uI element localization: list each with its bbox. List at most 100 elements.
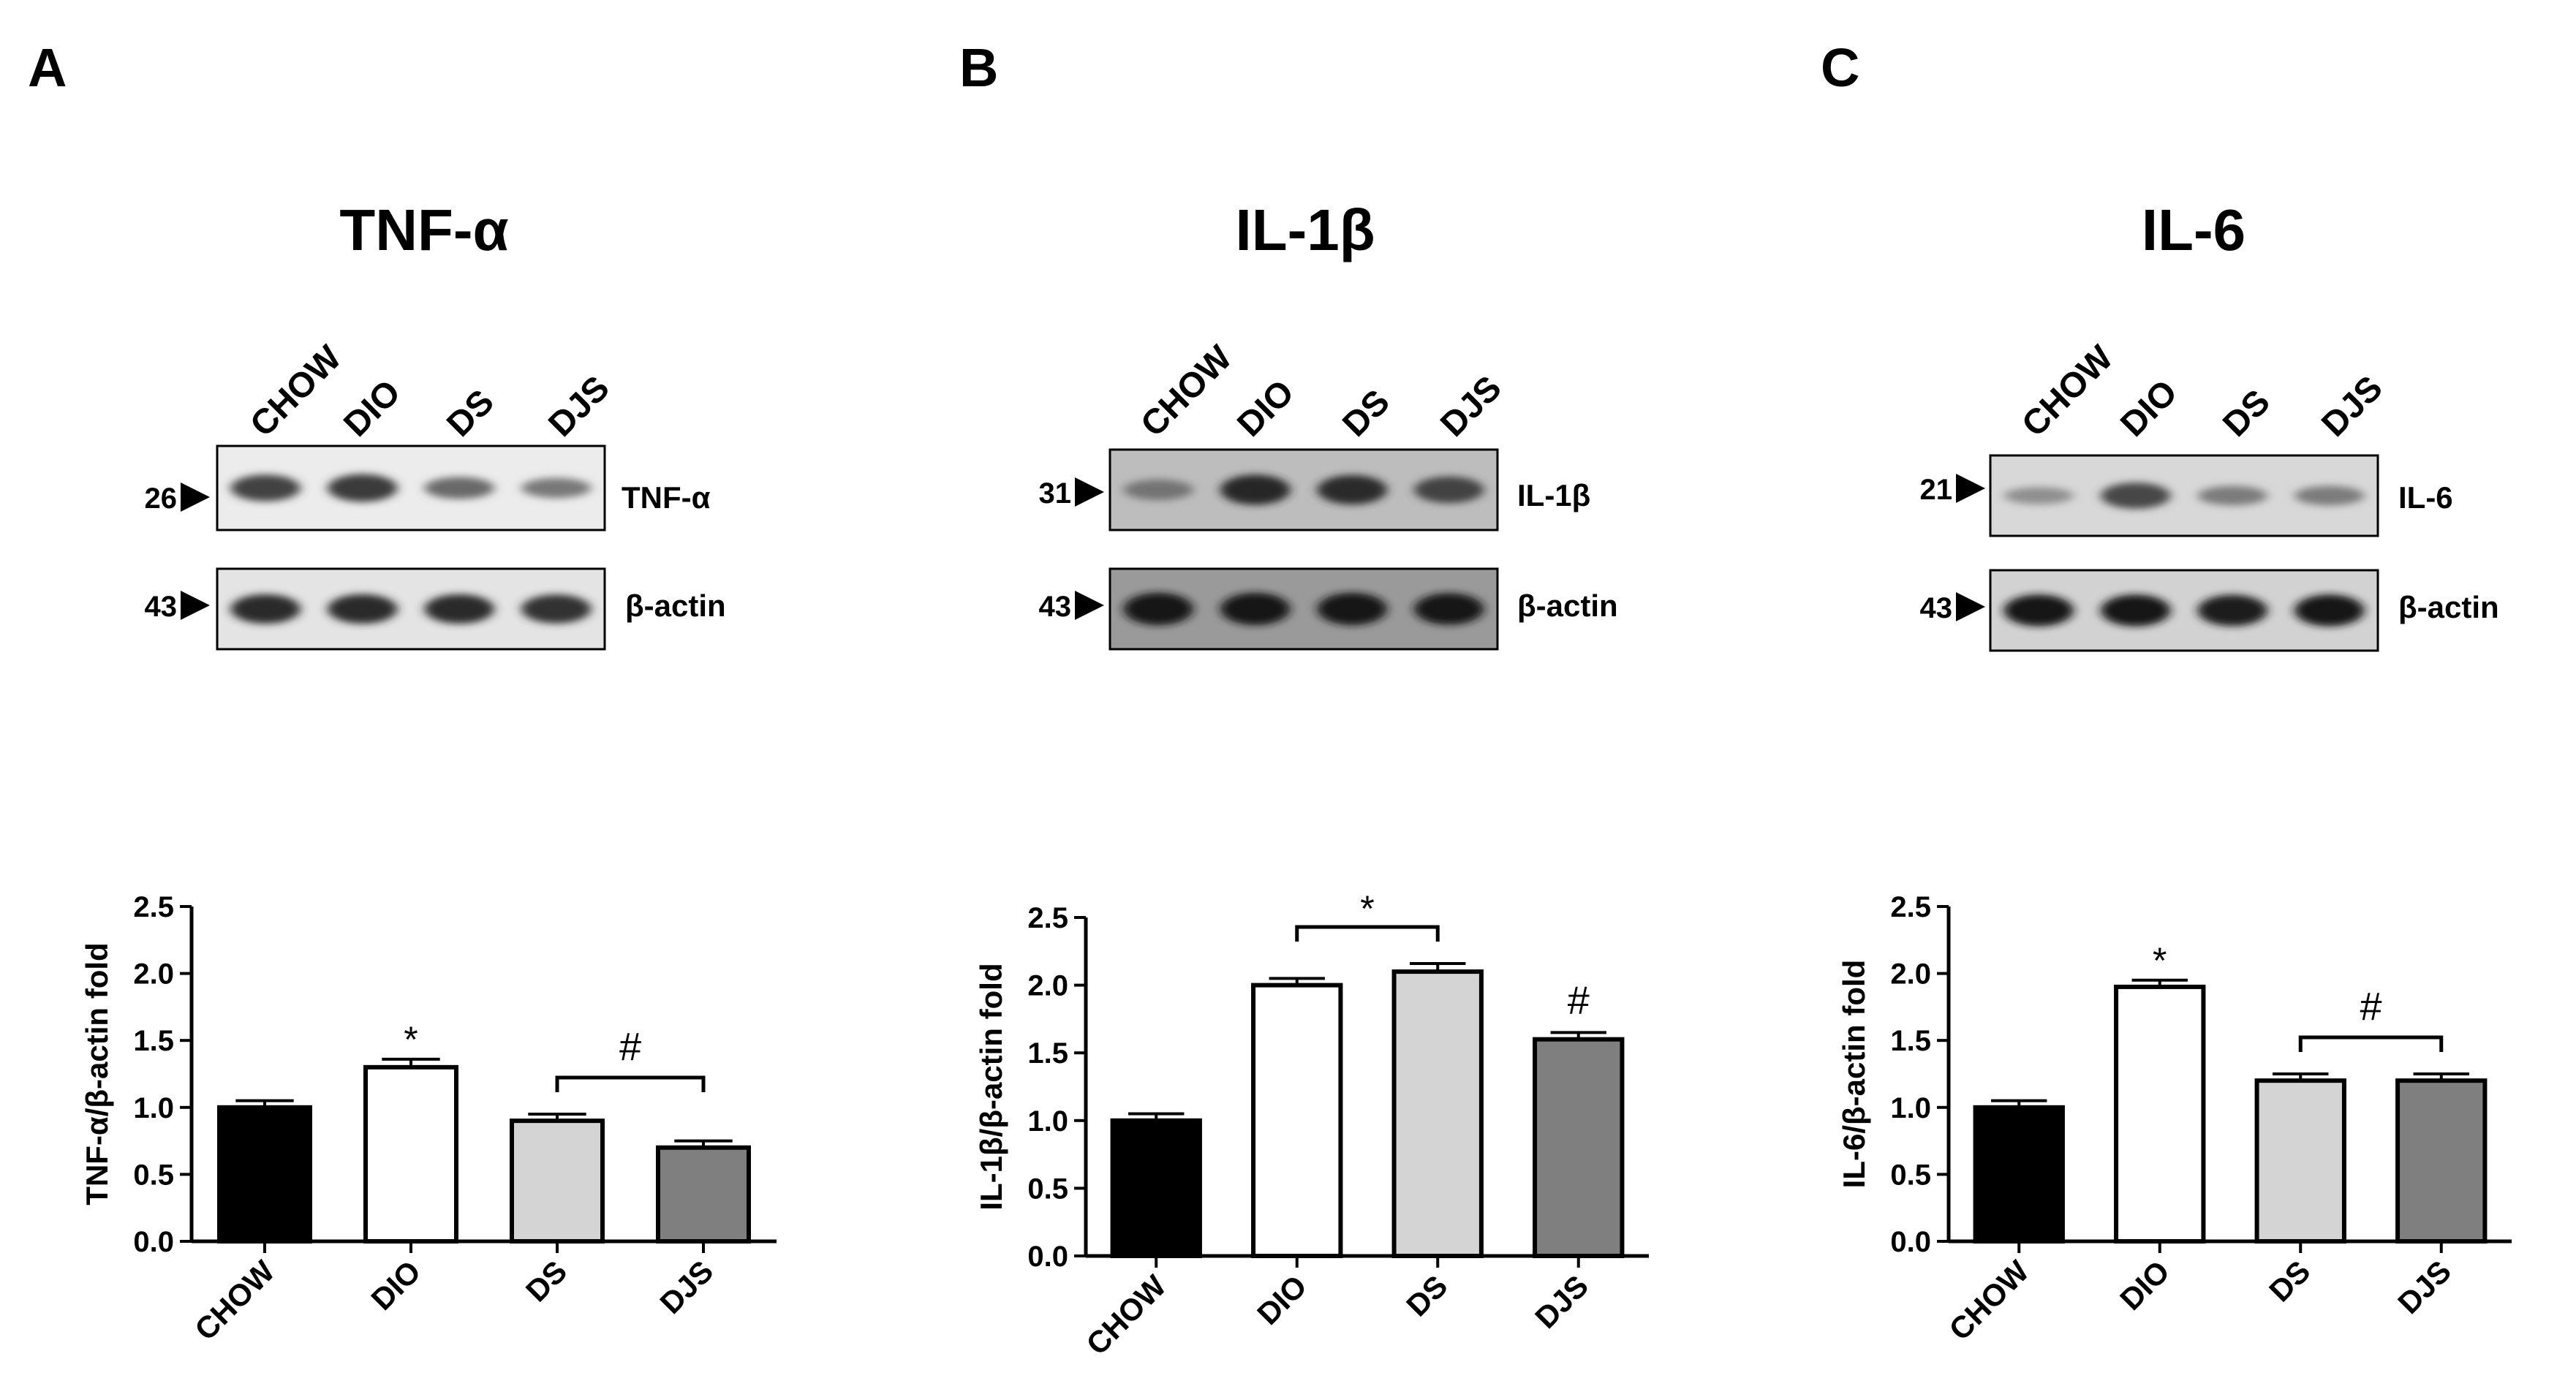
blot-band [2294,485,2365,506]
blot-band [424,594,494,624]
marker-size: 31 [1039,477,1072,510]
marker-size: 43 [145,591,178,623]
marker-arrow-icon [1075,591,1104,620]
bar [2395,1078,2488,1244]
blot-band [230,474,301,502]
western-blot-target: 31 IL-1β [1039,448,1590,531]
blot-frame [1989,569,2379,652]
bar [1973,1105,2065,1244]
blot-label: IL-1β [1517,478,1590,512]
blot-frame [1108,448,1499,531]
lane-label: CHOW [2014,338,2120,444]
lane-label: DIO [336,373,408,444]
y-tick-label: 1.5 [133,1025,174,1057]
lane-label: DS [439,382,502,444]
panel-b: B IL-1β CHOW DIO DS DJS 31 IL-1β 43 β-ac… [959,37,1649,1361]
y-tick-label: 2.5 [1027,902,1068,934]
bar [2114,984,2206,1244]
panel-a: A TNF-α CHOW DIO DS DJS 26 TNF-α 43 β-ac… [28,37,777,1347]
blot-strip [1108,448,1499,531]
blot-band [1123,479,1193,501]
panel-c: C IL-6 CHOW DIO DS DJS 21 IL-6 43 β-acti… [1821,37,2512,1347]
marker-size: 21 [1920,474,1953,506]
bar [2254,1078,2346,1244]
y-tick-label: 0.5 [1890,1159,1931,1191]
blot-band [2294,594,2365,627]
bar [1110,1118,1202,1259]
marker-arrow-icon [181,482,210,512]
lane-label: CHOW [243,338,349,444]
bar [1391,969,1484,1258]
blot-label: β-actin [625,588,726,623]
y-axis-label: IL-1β/β-actin fold [974,963,1008,1210]
lane-label: DJS [541,368,617,444]
y-tick-label: 1.5 [1890,1025,1931,1057]
lane-label: CHOW [1133,338,1239,444]
significance-mark: # [2360,985,2382,1029]
y-tick-label: 0.5 [1027,1173,1068,1205]
western-blot-target: 26 TNF-α [145,444,711,531]
lane-label: DS [2216,382,2278,444]
x-tick-label: DJS [653,1254,719,1320]
western-blot-actin: 43 β-actin [145,567,726,651]
western-blot-target: 21 IL-6 [1920,454,2453,537]
blot-band [1414,476,1484,504]
western-blot-actin: 43 β-actin [1039,567,1618,651]
bar [510,1119,605,1244]
blot-strip [1989,569,2379,652]
blot-label: IL-6 [2398,480,2453,515]
significance-bracket [555,1075,706,1092]
marker-arrow-icon [1075,477,1104,507]
bar [1251,983,1343,1258]
panel-title: IL-6 [2142,197,2245,262]
blot-band [230,594,301,624]
blot-strip [1989,454,2379,537]
y-tick-label: 2.0 [1027,970,1068,1002]
blot-band [1123,592,1193,626]
blot-strip [1108,567,1499,651]
panel-title: IL-1β [1235,197,1375,262]
y-tick-label: 1.0 [1890,1092,1931,1124]
bar-chart: 0.0 0.5 1.0 1.5 2.0 2.5 IL-1β/β-actin fold CHOW… [974,888,1649,1361]
x-tick-label: DJS [1528,1268,1595,1335]
x-tick-label: DIO [1250,1268,1313,1331]
x-tick-label: CHOW [1079,1268,1173,1362]
blot-band [2101,594,2171,627]
panel-letter: B [959,37,998,98]
x-tick-label: DIO [364,1254,427,1317]
panel-letter: C [1821,37,1859,98]
blot-frame [1989,454,2379,537]
x-tick-label: DJS [2391,1254,2458,1320]
bar-chart: 0.0 0.5 1.0 1.5 2.0 2.5 TNF-α/β-actin fold CHOW… [80,891,777,1347]
y-tick-label: 1.5 [1027,1037,1068,1070]
blot-band [2003,594,2074,627]
lane-label: DJS [1433,368,1509,444]
significance-mark: # [619,1025,641,1069]
y-tick-label: 2.5 [1890,891,1931,923]
blot-frame [216,567,606,651]
significance-mark: * [2153,940,2167,981]
blot-band [1414,593,1484,625]
lane-label: DS [1335,382,1397,444]
significance-bracket [2298,1035,2444,1052]
blot-band [521,477,592,499]
marker-size: 43 [1920,592,1953,624]
x-tick-label: DS [2262,1254,2317,1309]
blot-band [1317,592,1387,626]
y-tick-label: 0.0 [133,1226,174,1258]
y-axis-label: TNF-α/β-actin fold [80,942,114,1205]
lane-labels: CHOW DIO DS DJS [243,338,617,444]
blot-label: β-actin [1517,588,1618,623]
blot-band [521,594,592,624]
significance-mark: * [404,1019,418,1060]
bar [217,1105,312,1244]
lane-label: DIO [1230,373,1302,444]
blot-band [2003,487,2074,504]
y-tick-label: 0.0 [1890,1226,1931,1258]
y-tick-label: 1.0 [1027,1105,1068,1138]
significance-mark: * [1360,888,1374,929]
blot-band [1220,474,1291,505]
x-tick-label: DIO [2113,1254,2176,1317]
x-tick-label: DS [519,1254,574,1309]
blot-frame [216,444,606,531]
